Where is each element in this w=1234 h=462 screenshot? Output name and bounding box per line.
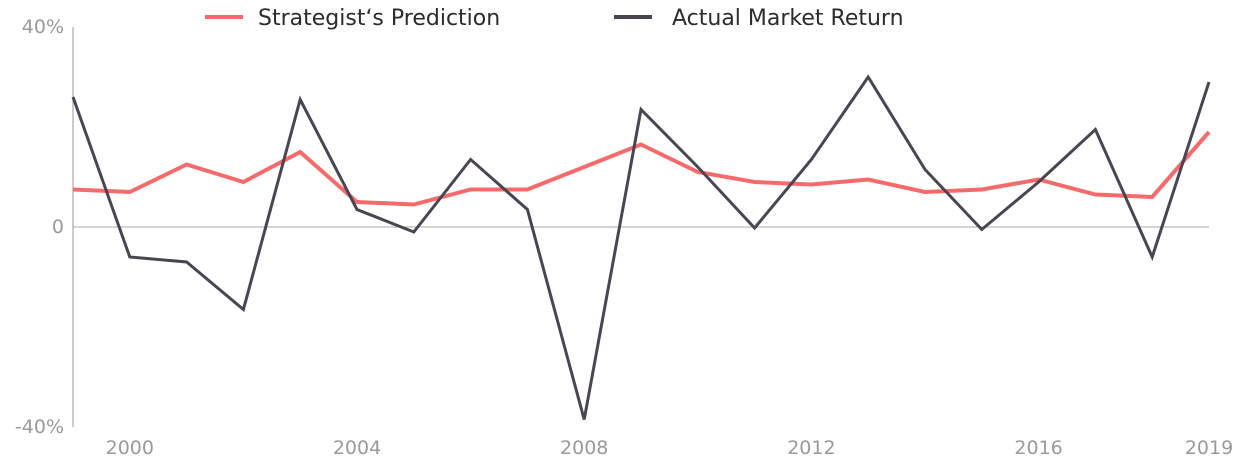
x-tick-label: 2016	[1014, 437, 1062, 459]
legend-label-prediction: Strategist‘s Prediction	[258, 6, 500, 31]
legend-item-actual: Actual Market Return	[614, 6, 904, 31]
legend-label-actual: Actual Market Return	[672, 6, 904, 31]
x-tick-label: 2000	[106, 437, 154, 459]
x-tick-label: 2004	[333, 437, 381, 459]
y-tick-label: 40%	[22, 16, 64, 38]
y-tick-label: -40%	[15, 416, 64, 438]
series-line-actual	[71, 74, 1211, 420]
x-axis-ticks: 2000 2004 2008 2012 2016 2019	[106, 437, 1234, 459]
legend-item-prediction: Strategist‘s Prediction	[205, 6, 500, 31]
x-tick-label: 2012	[787, 437, 835, 459]
series-prediction	[72, 130, 1211, 207]
series-group	[71, 74, 1211, 420]
x-tick-label: 2019	[1185, 437, 1233, 459]
legend: Strategist‘s Prediction Actual Market Re…	[205, 6, 904, 31]
x-tick-label: 2008	[560, 437, 608, 459]
y-axis-ticks: 40% 0 -40%	[15, 16, 64, 438]
series-actual	[71, 74, 1211, 420]
series-line-prediction	[72, 130, 1211, 207]
y-tick-label: 0	[52, 216, 64, 238]
